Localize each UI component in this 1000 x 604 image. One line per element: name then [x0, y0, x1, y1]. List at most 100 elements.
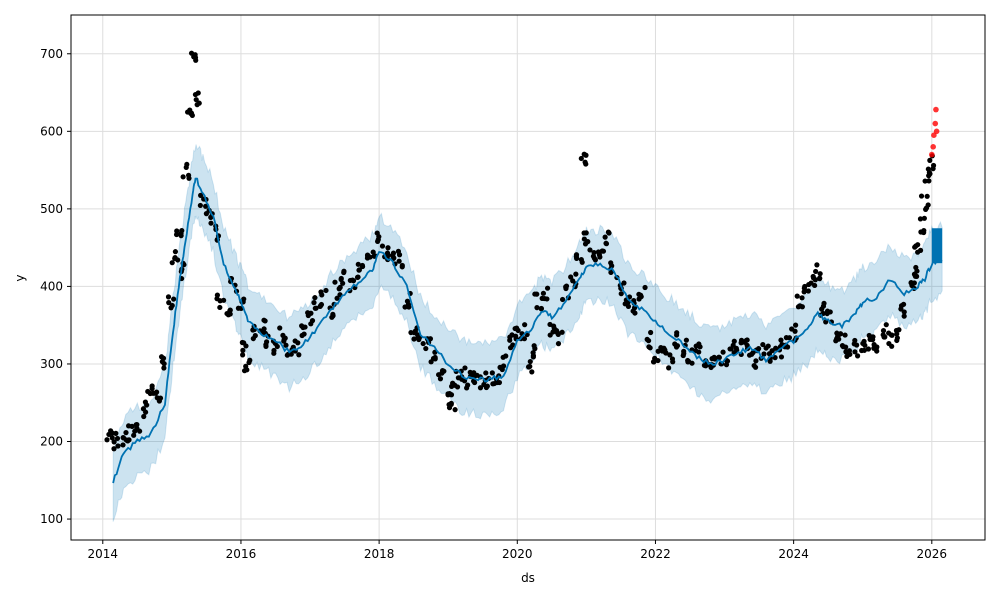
actual-point: [423, 345, 429, 352]
y-tick-label: 500: [40, 202, 63, 216]
actual-point: [926, 178, 932, 184]
actual-point: [395, 248, 402, 254]
actual-point: [793, 322, 799, 328]
actual-point: [531, 343, 537, 349]
actual-point: [555, 341, 562, 347]
actual-point: [299, 323, 305, 329]
actual-point: [862, 342, 868, 348]
actual-point: [194, 102, 200, 108]
future-actual-point: [933, 128, 940, 135]
actual-point: [888, 332, 895, 338]
actual-point: [227, 311, 233, 317]
actual-point: [583, 152, 589, 158]
actual-point: [430, 355, 437, 362]
actual-point: [147, 390, 153, 397]
actual-point: [472, 379, 478, 386]
actual-point: [638, 292, 644, 298]
actual-point: [134, 425, 140, 431]
actual-point: [446, 405, 453, 411]
x-ticks: 2014 2016 2018 2020 2022 2024 2026: [88, 540, 947, 561]
actual-point: [917, 216, 924, 222]
actual-point: [573, 271, 579, 277]
actual-point: [178, 233, 184, 239]
actual-point: [165, 294, 172, 300]
actual-point: [602, 234, 608, 240]
actual-point: [359, 263, 366, 270]
actual-point: [772, 355, 778, 361]
actual-point: [861, 338, 867, 344]
actual-point: [332, 279, 338, 285]
actual-point: [193, 97, 199, 103]
actual-point: [111, 446, 117, 452]
actual-point: [385, 245, 391, 251]
actual-point: [203, 211, 210, 217]
actual-point: [921, 229, 927, 236]
actual-point: [674, 332, 680, 338]
actual-point: [274, 343, 280, 350]
actual-point: [927, 171, 933, 177]
actual-point: [801, 289, 807, 295]
actual-point: [507, 345, 514, 351]
actual-point: [606, 230, 612, 236]
actual-point: [789, 326, 795, 332]
actual-point: [573, 252, 580, 258]
actual-point: [284, 352, 290, 358]
forecast-line: [112, 177, 943, 484]
actual-point: [462, 365, 468, 371]
y-axis-label: y: [13, 274, 27, 281]
actual-point: [925, 166, 931, 172]
actual-point: [842, 332, 848, 338]
actual-point: [296, 352, 302, 358]
actual-point: [329, 314, 335, 320]
actual-point: [188, 110, 194, 116]
actual-point: [563, 285, 569, 292]
actual-point: [239, 339, 245, 346]
actual-point: [169, 302, 175, 309]
actual-point: [538, 305, 544, 312]
actual-point: [323, 287, 329, 294]
actual-point: [799, 295, 805, 301]
actual-point: [901, 309, 907, 315]
actual-point: [252, 333, 258, 339]
actual-point: [500, 354, 506, 360]
actual-point: [808, 280, 814, 286]
actual-point: [797, 303, 803, 309]
actual-point: [374, 238, 381, 245]
actual-point: [262, 318, 268, 324]
actual-point: [308, 321, 314, 327]
actual-point: [880, 328, 887, 334]
actual-point: [185, 172, 192, 178]
actual-point: [452, 407, 458, 413]
actual-point: [672, 341, 678, 347]
actual-point: [292, 338, 298, 344]
actual-point: [193, 57, 199, 63]
actual-point: [113, 430, 119, 436]
actual-point: [217, 298, 223, 304]
x-tick-label: 2018: [364, 547, 395, 561]
actual-point: [720, 349, 726, 355]
actual-points: [104, 50, 940, 452]
actual-point: [547, 332, 553, 338]
actual-point: [814, 262, 820, 268]
x-tick-label: 2014: [88, 547, 119, 561]
actual-point: [312, 305, 318, 311]
actual-point: [166, 300, 172, 306]
actual-point: [865, 346, 872, 352]
actual-point: [334, 295, 340, 301]
actual-point: [243, 343, 249, 349]
actual-point: [318, 302, 324, 309]
actual-point: [911, 280, 917, 286]
actual-point: [356, 267, 362, 273]
actual-point: [271, 347, 277, 354]
actual-point: [824, 308, 831, 314]
actual-point: [179, 228, 185, 234]
actual-point: [109, 435, 115, 441]
future-actual-point: [930, 144, 936, 150]
actual-point: [547, 321, 553, 328]
actual-point: [436, 372, 442, 378]
actual-point: [450, 380, 456, 386]
actual-point: [299, 332, 305, 339]
actual-point: [349, 277, 356, 283]
actual-point: [821, 300, 827, 306]
